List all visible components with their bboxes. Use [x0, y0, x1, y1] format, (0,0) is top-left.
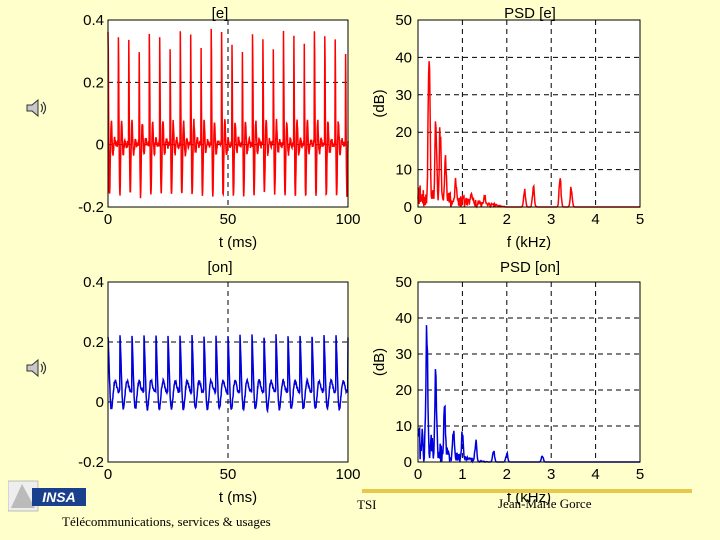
- logo-text: INSA: [42, 489, 75, 505]
- speaker-icon[interactable]: [24, 96, 50, 120]
- x-tick-label: 5: [636, 211, 644, 228]
- series-line-time_on: [107, 334, 349, 414]
- x-tick-label: 1: [458, 466, 466, 483]
- chart-title: [on]: [207, 259, 232, 276]
- y-tick-label: 50: [395, 274, 412, 291]
- x-tick-label: 2: [503, 211, 511, 228]
- x-tick-label: 50: [220, 466, 237, 483]
- chart-time_e: 0 50 100-0.200.20.4t (ms)[e]: [78, 5, 360, 251]
- y-tick-label: 0.4: [83, 12, 104, 29]
- x-tick-label: 0: [414, 211, 422, 228]
- y-tick-label: 10: [395, 418, 412, 435]
- plot-frame: [107, 19, 349, 208]
- y-axis-label: (dB): [371, 89, 388, 117]
- y-axis-label: (dB): [371, 348, 388, 376]
- x-tick-label: 4: [591, 211, 599, 228]
- y-tick-label: 0: [96, 394, 104, 411]
- x-tick-label: 2: [503, 466, 511, 483]
- y-tick-label: 0.2: [83, 334, 104, 351]
- plot-frame: [107, 281, 349, 463]
- x-axis-label: f (kHz): [507, 234, 551, 251]
- y-tick-label: 0.2: [83, 74, 104, 91]
- x-axis-label: t (ms): [219, 234, 257, 251]
- x-tick-label: 4: [591, 466, 599, 483]
- plot-area: [418, 20, 640, 207]
- chart-title: PSD [e]: [504, 5, 556, 22]
- x-tick-label: 3: [547, 466, 555, 483]
- x-tick-label: 1: [458, 211, 466, 228]
- plot-frame: [417, 19, 641, 208]
- plot-frame: [417, 281, 641, 463]
- x-axis-label: t (ms): [219, 489, 257, 506]
- y-tick-label: 10: [395, 162, 412, 179]
- x-tick-label: 50: [220, 211, 237, 228]
- footer-author: Jean-Marie Gorce: [498, 496, 592, 511]
- y-tick-label: 30: [395, 87, 412, 104]
- y-tick-label: 40: [395, 49, 412, 66]
- x-tick-label: 3: [547, 211, 555, 228]
- footer-rule: [362, 489, 692, 493]
- y-tick-label: 0: [404, 199, 412, 216]
- x-tick-label: 0: [104, 466, 112, 483]
- y-tick-label: 40: [395, 310, 412, 327]
- chart-time_on: 0 50 100-0.200.20.4t (ms)[on]: [78, 259, 360, 506]
- footer-course-title: Télécommunications, services & usages: [62, 514, 271, 529]
- chart-title: PSD [on]: [500, 259, 560, 276]
- x-tick-label: 5: [636, 466, 644, 483]
- x-tick-label: 100: [335, 211, 360, 228]
- x-tick-label: 0: [414, 466, 422, 483]
- footer-department: TSI: [357, 497, 377, 512]
- chart-title: [e]: [212, 5, 229, 22]
- y-tick-label: 20: [395, 124, 412, 141]
- y-tick-label: 0: [96, 137, 104, 154]
- y-tick-label: 20: [395, 382, 412, 399]
- x-tick-label: 0: [104, 211, 112, 228]
- series-line-time_e: [107, 28, 349, 199]
- speaker-icon[interactable]: [24, 356, 50, 380]
- plot-area: [418, 282, 640, 462]
- x-tick-label: 100: [335, 466, 360, 483]
- y-tick-label: 30: [395, 346, 412, 363]
- y-tick-label: 0.4: [83, 274, 104, 291]
- x-axis-label: f (kHz): [507, 489, 551, 506]
- insa-logo: INSA: [8, 480, 86, 512]
- y-tick-label: -0.2: [78, 199, 104, 216]
- y-tick-label: 0: [404, 454, 412, 471]
- y-tick-label: 50: [395, 12, 412, 29]
- y-tick-label: -0.2: [78, 454, 104, 471]
